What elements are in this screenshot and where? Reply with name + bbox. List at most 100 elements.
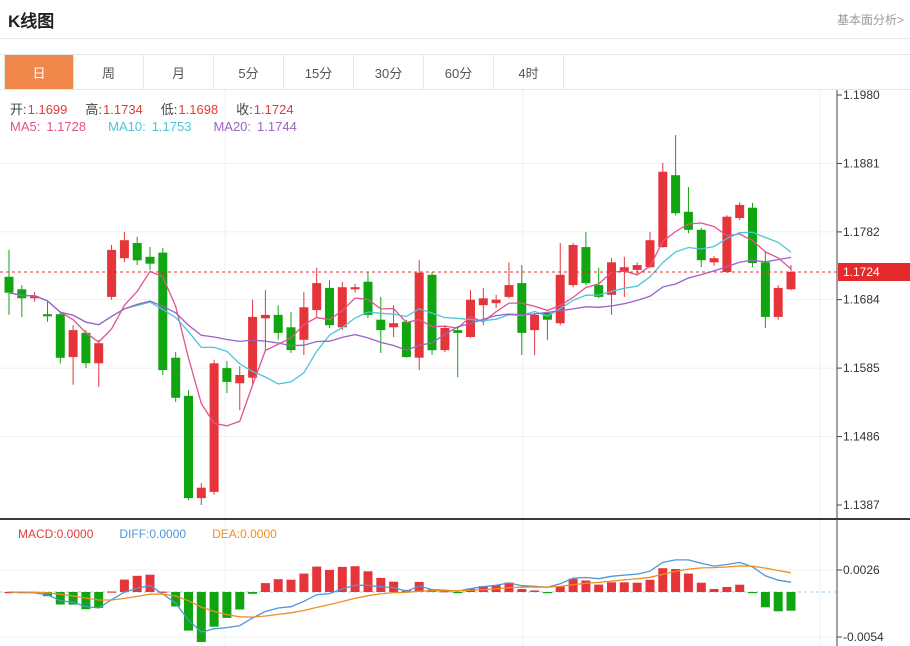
candle: [491, 294, 501, 308]
candle: [401, 319, 411, 358]
macd-bar: [248, 592, 258, 594]
macd-bar: [171, 592, 181, 607]
tab-4hour[interactable]: 4时: [494, 55, 564, 89]
candle: [658, 162, 668, 248]
page-title: K线图: [8, 12, 55, 31]
candle: [171, 352, 181, 402]
macd-bar: [709, 589, 719, 592]
ma5-label: MA5:: [10, 119, 41, 134]
tab-5min[interactable]: 5分: [214, 55, 284, 89]
macd-value: 0.0000: [56, 527, 94, 541]
macd-bar: [363, 571, 373, 592]
open-value: 1.1699: [27, 102, 68, 117]
ma-readout: MA5: 1.1728 MA10: 1.1753 MA20: 1.1744: [10, 119, 319, 134]
tab-week[interactable]: 周: [74, 55, 144, 89]
tab-month[interactable]: 月: [144, 55, 214, 89]
price-tick-label: 1.1684: [843, 293, 880, 307]
macd-bar: [748, 592, 757, 594]
macd-bar: [145, 574, 155, 592]
candle: [55, 312, 65, 364]
candle: [273, 305, 283, 340]
candle: [363, 272, 373, 319]
candle: [299, 292, 309, 355]
diff-label: DIFF:: [119, 527, 150, 541]
price-tick-label: 1.1486: [843, 430, 880, 444]
macd-bar: [132, 575, 142, 592]
candle: [325, 280, 334, 328]
macd-bar: [184, 592, 193, 631]
macd-dea-line: [8, 565, 792, 618]
candle: [312, 267, 322, 317]
candle: [555, 243, 565, 326]
candle: [440, 325, 450, 353]
macd-label: MACD:: [18, 527, 57, 541]
ma20-line: [8, 256, 792, 351]
candle: [196, 482, 206, 505]
macd-bar: [440, 591, 450, 593]
macd-bar: [735, 584, 745, 592]
ma10-line: [8, 231, 792, 385]
candle: [722, 215, 732, 273]
candle: [81, 330, 91, 369]
macd-bar: [325, 569, 334, 592]
macd-bar: [773, 592, 783, 612]
tab-30min[interactable]: 30分: [354, 55, 424, 89]
price-tick-label: 1.1585: [843, 361, 880, 375]
candle: [376, 296, 386, 353]
macd-bar: [671, 569, 681, 592]
macd-bar: [196, 592, 206, 642]
candle: [645, 231, 655, 268]
price-tick-label: 1.1387: [843, 498, 880, 512]
macd-bar: [594, 584, 604, 592]
candle: [568, 243, 578, 288]
candle: [632, 262, 642, 275]
candle: [581, 231, 591, 286]
candle: [683, 187, 693, 234]
price-tick-label: 1.1881: [843, 156, 880, 170]
chart-canvas[interactable]: 1.1980 1.1881 1.1782 1.1684 1.1585 1.1486 1.13…: [0, 90, 910, 646]
candle: [107, 245, 117, 300]
candle: [337, 281, 347, 331]
candle: [235, 366, 245, 411]
chart-area: 1.1980 1.1881 1.1782 1.1684 1.1585 1.1486 1.13…: [0, 90, 910, 646]
dea-value: 0.0000: [240, 527, 277, 541]
macd-bar: [619, 582, 629, 592]
candle: [4, 249, 14, 315]
diff-value: 0.0000: [149, 527, 187, 541]
candle: [760, 251, 770, 328]
price-tick-label: 1.1782: [843, 225, 880, 239]
macd-bar: [786, 592, 796, 611]
tab-15min[interactable]: 15分: [284, 55, 354, 89]
macd-bar: [645, 579, 655, 592]
interval-tabbar: 日周月 5分 15分 30分 60分 4时: [0, 54, 910, 90]
ma20-label: MA20:: [213, 119, 252, 134]
macd-bar: [312, 566, 322, 592]
tab-60min[interactable]: 60分: [424, 55, 494, 89]
macd-bar: [581, 580, 591, 592]
ma5-value: 1.1728: [46, 119, 87, 134]
fundamental-analysis-link[interactable]: 基本面分析>: [836, 13, 904, 27]
price-tick-label: 1.1980: [843, 90, 880, 102]
macd-bar: [555, 586, 565, 592]
ma10-value: 1.1753: [151, 119, 192, 134]
low-label: 低:: [160, 102, 178, 117]
macd-bar: [286, 579, 296, 592]
close-value: 1.1724: [253, 102, 294, 117]
macd-bar: [607, 582, 616, 592]
candle: [222, 361, 232, 393]
candle: [696, 227, 706, 268]
current-price-value: 1.1724: [843, 265, 880, 279]
candle: [119, 231, 129, 263]
candle: [466, 290, 475, 338]
macd-diff-line: [8, 559, 792, 633]
macd-bar: [260, 583, 270, 592]
tab-day[interactable]: 日: [4, 55, 74, 89]
candle: [30, 292, 40, 302]
open-label: 开:: [10, 102, 27, 117]
candle: [158, 247, 168, 375]
candle: [773, 285, 783, 320]
candle: [132, 236, 142, 266]
ma20-value: 1.1744: [257, 119, 297, 134]
candle: [504, 262, 514, 299]
